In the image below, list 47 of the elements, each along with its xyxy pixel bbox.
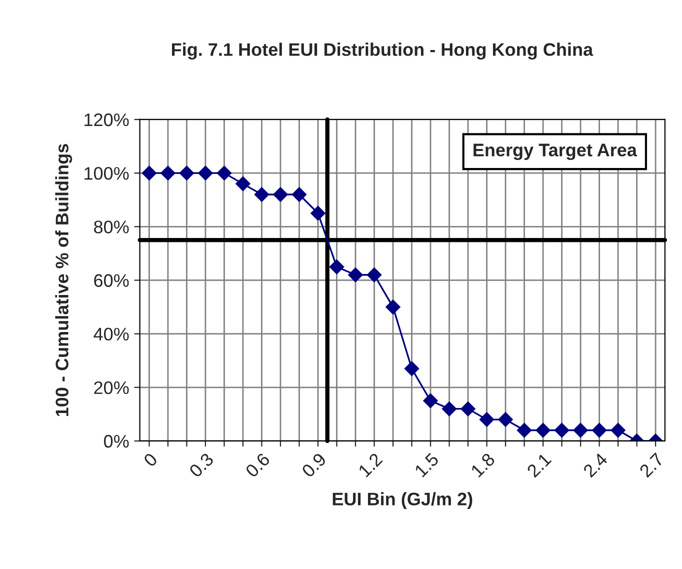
x-axis-title: EUI Bin (GJ/m 2): [332, 492, 472, 509]
y-tick-label: 20%: [94, 381, 129, 394]
x-tick-label: 0.3: [188, 452, 214, 478]
x-tick-label: 0.9: [301, 452, 327, 478]
chart-title: Fig. 7.1 Hotel EUI Distribution - Hong Kong China: [172, 42, 594, 60]
x-tick-label: 0.6: [244, 452, 271, 478]
y-axis-title: 100 - Cumulative % of Buildings: [55, 144, 72, 416]
point: [142, 166, 157, 180]
point: [236, 176, 250, 192]
point: [592, 422, 607, 438]
y-tick-label: 100%: [84, 167, 129, 180]
point: [160, 166, 176, 180]
x-tick-label: 2.4: [582, 452, 608, 478]
y-tick-label: 0%: [104, 434, 129, 448]
x-tick-label: 0: [142, 452, 158, 468]
x-tick-label: 1.8: [470, 452, 496, 478]
point: [198, 166, 213, 180]
x-tick-label: 2.1: [526, 452, 552, 478]
point: [310, 206, 326, 221]
x-tick-label: 1.2: [358, 452, 383, 478]
y-tick-label: 40%: [94, 328, 129, 341]
point: [423, 393, 438, 408]
x-tick-label: 2.7: [638, 452, 664, 478]
point: [179, 166, 194, 180]
point: [516, 422, 532, 438]
point: [554, 422, 570, 438]
x-tick-label: 1.5: [414, 452, 440, 478]
point: [273, 187, 288, 202]
point: [573, 422, 588, 438]
point: [216, 166, 232, 180]
y-tick-label: 80%: [94, 220, 129, 234]
annotation: Energy Target Area: [474, 144, 638, 160]
point: [442, 401, 457, 416]
point: [329, 259, 344, 274]
point: [366, 267, 382, 282]
point: [404, 361, 420, 376]
point: [254, 187, 270, 202]
point: [460, 401, 476, 416]
point: [536, 422, 550, 438]
point: [498, 412, 513, 427]
point: [386, 300, 400, 314]
point: [479, 412, 494, 427]
y-tick-label: 120%: [84, 113, 129, 126]
point: [348, 267, 363, 282]
point: [610, 422, 626, 438]
point: [292, 187, 307, 202]
y-tick-label: 60%: [94, 274, 129, 287]
